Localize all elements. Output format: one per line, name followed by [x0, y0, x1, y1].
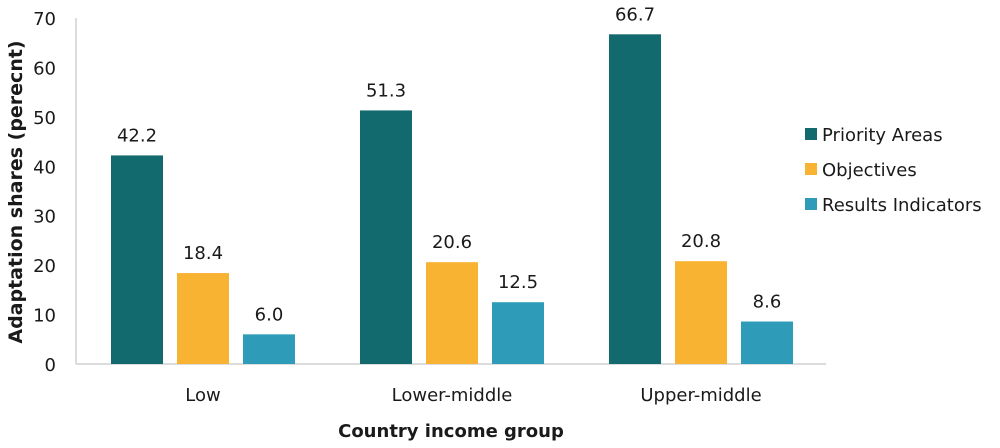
legend-swatch — [805, 198, 817, 210]
data-label: 20.6 — [432, 232, 472, 253]
bar — [741, 321, 793, 364]
legend-label: Priority Areas — [822, 125, 943, 146]
data-label: 6.0 — [255, 304, 284, 325]
data-label: 20.8 — [681, 231, 721, 252]
y-tick-label: 30 — [33, 207, 56, 228]
y-tick-label: 40 — [33, 157, 56, 178]
bars: 42.2 18.4 6.0 51.3 20.6 12.5 66.7 20.8 8.6 — [111, 4, 793, 364]
data-label: 8.6 — [753, 291, 782, 312]
data-label: 51.3 — [366, 80, 406, 101]
y-tick-label: 0 — [45, 355, 56, 376]
legend-label: Objectives — [822, 160, 917, 181]
bar — [177, 273, 229, 364]
bar — [426, 262, 478, 364]
x-tick-label: Lower-middle — [392, 385, 513, 406]
y-tick-label: 10 — [33, 306, 56, 327]
data-label: 66.7 — [615, 4, 655, 25]
bar — [609, 34, 661, 364]
bar — [111, 155, 163, 364]
y-tick-label: 50 — [33, 108, 56, 129]
x-tick-label: Upper-middle — [640, 385, 761, 406]
data-label: 18.4 — [183, 243, 223, 264]
legend-label: Results Indicators — [822, 195, 982, 216]
data-label: 12.5 — [498, 272, 538, 293]
x-axis-ticks: Low Lower-middle Upper-middle — [185, 385, 761, 406]
data-label: 42.2 — [117, 125, 157, 146]
x-tick-label: Low — [185, 385, 220, 406]
bar — [360, 110, 412, 364]
y-axis-title: Adaptation shares (perecnt) — [5, 40, 27, 343]
bar — [243, 334, 295, 364]
legend-swatch — [805, 163, 817, 175]
y-tick-label: 20 — [33, 256, 56, 277]
bar — [492, 302, 544, 364]
y-tick-label: 60 — [33, 58, 56, 79]
legend-swatch — [805, 128, 817, 140]
legend: Priority Areas Objectives Results Indicato… — [805, 125, 982, 216]
bar — [675, 261, 727, 364]
y-tick-label: 70 — [33, 9, 56, 30]
y-axis-ticks: 0 10 20 30 40 50 60 70 — [33, 9, 56, 376]
x-axis-title: Country income group — [338, 421, 564, 442]
